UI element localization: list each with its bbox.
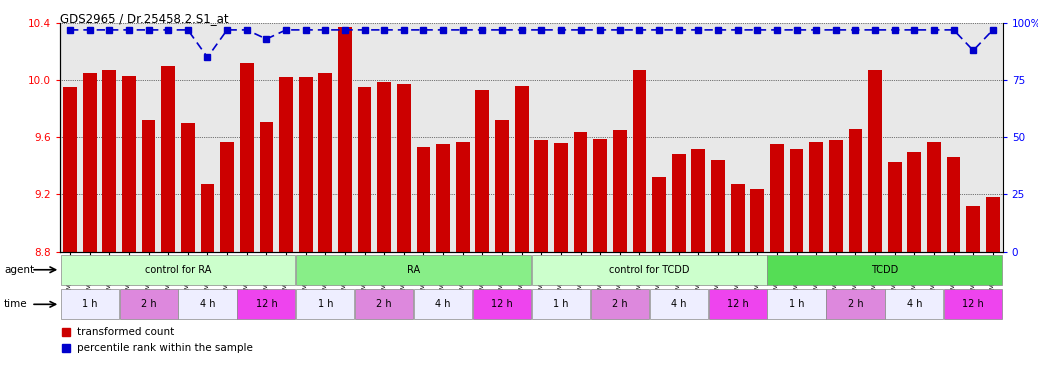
Bar — [770, 144, 784, 252]
Bar — [790, 149, 803, 252]
Bar — [200, 184, 214, 252]
Bar — [456, 142, 469, 252]
Bar — [591, 289, 649, 319]
Bar — [767, 289, 825, 319]
Bar — [767, 255, 1003, 285]
Bar — [473, 289, 531, 319]
Text: 12 h: 12 h — [491, 299, 513, 310]
Bar — [650, 289, 708, 319]
Bar — [122, 76, 136, 252]
Bar — [296, 255, 531, 285]
Text: percentile rank within the sample: percentile rank within the sample — [77, 343, 252, 353]
Bar — [574, 132, 588, 252]
Bar — [60, 289, 118, 319]
Text: 2 h: 2 h — [377, 299, 392, 310]
Text: control for RA: control for RA — [145, 265, 211, 275]
Bar — [299, 77, 312, 252]
Text: 2 h: 2 h — [848, 299, 864, 310]
Bar — [414, 289, 472, 319]
Text: 4 h: 4 h — [199, 299, 215, 310]
Bar — [63, 87, 77, 252]
Bar — [416, 147, 431, 252]
Bar — [240, 63, 253, 252]
Text: 12 h: 12 h — [255, 299, 277, 310]
Bar — [927, 142, 940, 252]
Bar — [849, 129, 863, 252]
Bar — [103, 70, 116, 252]
Text: 4 h: 4 h — [906, 299, 922, 310]
Bar — [826, 289, 884, 319]
Bar — [238, 289, 296, 319]
Bar — [613, 130, 627, 252]
Bar — [119, 289, 177, 319]
Bar — [945, 289, 1003, 319]
Bar — [750, 189, 764, 252]
Bar — [907, 152, 921, 252]
Text: RA: RA — [407, 265, 420, 275]
Text: 1 h: 1 h — [318, 299, 333, 310]
Bar — [338, 27, 352, 252]
Text: 1 h: 1 h — [553, 299, 569, 310]
Bar — [296, 289, 354, 319]
Bar — [142, 120, 156, 252]
Bar — [161, 66, 175, 252]
Bar — [220, 142, 234, 252]
Bar — [436, 144, 449, 252]
Bar — [887, 162, 902, 252]
Text: time: time — [4, 299, 28, 310]
Text: transformed count: transformed count — [77, 326, 173, 336]
Bar — [829, 140, 843, 252]
Bar — [531, 289, 590, 319]
Bar — [632, 70, 647, 252]
Text: 12 h: 12 h — [962, 299, 984, 310]
Bar — [535, 140, 548, 252]
Text: 2 h: 2 h — [141, 299, 157, 310]
Text: GDS2965 / Dr.25458.2.S1_at: GDS2965 / Dr.25458.2.S1_at — [60, 12, 228, 25]
Bar — [731, 184, 744, 252]
Bar — [672, 154, 685, 252]
Bar — [358, 87, 372, 252]
Bar — [594, 139, 607, 252]
Bar — [355, 289, 413, 319]
Bar — [83, 73, 97, 252]
Bar — [986, 197, 1000, 252]
Text: agent: agent — [4, 265, 34, 275]
Bar — [179, 289, 237, 319]
Text: 2 h: 2 h — [612, 299, 628, 310]
Bar — [868, 70, 882, 252]
Bar — [652, 177, 666, 252]
Bar — [711, 160, 725, 252]
Bar — [810, 142, 823, 252]
Text: 4 h: 4 h — [435, 299, 450, 310]
Bar — [709, 289, 767, 319]
Bar — [260, 122, 273, 252]
Bar — [966, 206, 980, 252]
Bar — [319, 73, 332, 252]
Bar — [279, 77, 293, 252]
Bar — [515, 86, 528, 252]
Bar — [60, 255, 296, 285]
Text: 12 h: 12 h — [727, 299, 748, 310]
Bar — [885, 289, 944, 319]
Bar — [531, 255, 767, 285]
Bar — [181, 123, 195, 252]
Bar — [495, 120, 509, 252]
Bar — [475, 90, 489, 252]
Bar — [554, 143, 568, 252]
Text: TCDD: TCDD — [871, 265, 899, 275]
Bar — [397, 84, 411, 252]
Bar — [691, 149, 705, 252]
Bar — [378, 81, 391, 252]
Bar — [947, 157, 960, 252]
Text: 1 h: 1 h — [82, 299, 98, 310]
Text: 4 h: 4 h — [671, 299, 686, 310]
Text: 1 h: 1 h — [789, 299, 804, 310]
Text: control for TCDD: control for TCDD — [609, 265, 689, 275]
